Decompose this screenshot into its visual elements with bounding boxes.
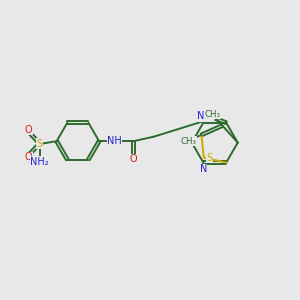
Text: CH₃: CH₃ <box>181 136 196 146</box>
Text: S: S <box>37 139 43 148</box>
Text: O: O <box>130 154 137 164</box>
Text: NH: NH <box>107 136 122 146</box>
Text: O: O <box>25 152 32 162</box>
Text: O: O <box>25 125 32 135</box>
Text: N: N <box>200 164 207 174</box>
Text: O: O <box>207 109 215 119</box>
Text: S: S <box>206 153 212 163</box>
Text: N: N <box>197 111 205 121</box>
Text: NH₂: NH₂ <box>30 157 49 167</box>
Text: CH₃: CH₃ <box>205 110 221 119</box>
